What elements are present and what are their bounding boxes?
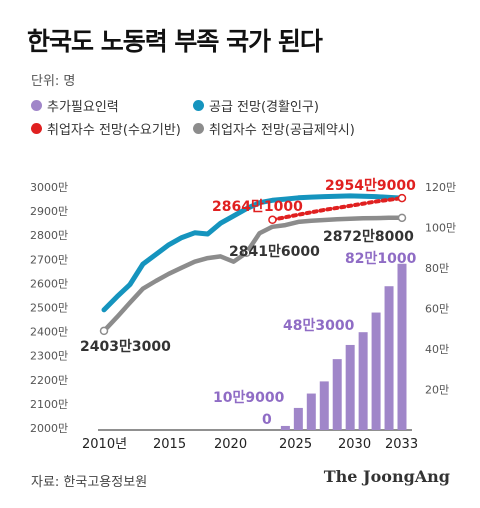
legend-label: 추가필요인력 — [47, 100, 119, 115]
bar — [332, 359, 342, 430]
y-left-tick-label: 2000만 — [30, 422, 68, 435]
legend-red-dot-icon — [31, 123, 42, 134]
data-label: 2954만9000 — [325, 178, 416, 194]
y-left-tick-label: 2600만 — [30, 277, 68, 290]
y-right-tick-label: 80만 — [425, 262, 449, 275]
unit-label: 단위: 명 — [31, 74, 76, 89]
series-line — [270, 196, 404, 222]
x-tick-label: 2025 — [279, 437, 312, 452]
data-label: 82만1000 — [345, 251, 417, 267]
point-marker — [268, 215, 277, 225]
x-tick-label: 2010년 — [82, 437, 127, 452]
bar — [319, 381, 329, 430]
legend-item-demand-based-employment: 취업자수 전망(수요기반) — [31, 119, 181, 138]
bar — [384, 286, 394, 430]
point-marker — [242, 248, 251, 258]
data-label: 2872만8000 — [323, 229, 414, 245]
x-tick-label: 2030 — [338, 437, 371, 452]
legend-label: 취업자수 전망(공급제약시) — [209, 123, 355, 138]
y-left-tick-label: 2300만 — [30, 350, 68, 363]
y-left-tick-label: 2800만 — [30, 229, 68, 242]
point-marker — [99, 326, 109, 336]
point-marker — [397, 193, 407, 203]
bar — [280, 425, 290, 430]
legend-item-additional-workforce: 추가필요인력 — [31, 96, 119, 115]
y-right-tick-label: 40만 — [425, 343, 449, 356]
bar — [397, 263, 407, 430]
data-label: 2841만6000 — [229, 244, 320, 260]
legend-label: 공급 전망(경활인구) — [209, 100, 319, 115]
y-left-tick-label: 3000만 — [30, 181, 68, 194]
point-marker — [397, 213, 407, 223]
y-right-tick-label: 20만 — [425, 384, 449, 397]
legend-label: 취업자수 전망(수요기반) — [47, 123, 181, 138]
x-tick-label: 2020 — [214, 437, 247, 452]
bar — [306, 393, 316, 430]
y-left-tick-label: 2900만 — [30, 205, 68, 218]
data-label: 48만3000 — [283, 318, 355, 334]
data-label: 10만9000 — [213, 390, 285, 406]
y-right-tick-label: 120만 — [425, 181, 456, 194]
bar — [371, 312, 381, 430]
brand-logo: The JoongAng — [323, 467, 450, 486]
legend-item-supply-constrained-employment: 취업자수 전망(공급제약시) — [193, 119, 355, 138]
data-label: 2864만1000 — [212, 199, 303, 215]
y-left-tick-label: 2400만 — [30, 326, 68, 339]
y-left-tick-label: 2100만 — [30, 398, 68, 411]
x-tick-label: 2015 — [153, 437, 186, 452]
legend-item-supply-forecast: 공급 전망(경활인구) — [193, 96, 319, 115]
data-label: 0 — [262, 412, 272, 428]
legend-purple-dot-icon — [31, 100, 42, 111]
x-tick-label: 2033 — [385, 437, 418, 452]
data-label: 2403만3000 — [80, 339, 171, 355]
series-line — [101, 215, 405, 334]
source-note: 자료: 한국고용정보원 — [31, 475, 148, 490]
y-right-tick-label: 100만 — [425, 222, 456, 235]
bar — [345, 344, 355, 430]
bar — [293, 407, 303, 430]
y-right-tick-label: 60만 — [425, 303, 449, 316]
y-left-tick-label: 2200만 — [30, 374, 68, 387]
page-title: 한국도 노동력 부족 국가 된다 — [27, 27, 323, 56]
bar — [358, 332, 368, 430]
y-left-tick-label: 2700만 — [30, 253, 68, 266]
legend-gray-dot-icon — [193, 123, 204, 134]
series-line — [101, 193, 405, 313]
y-left-tick-label: 2500만 — [30, 302, 68, 315]
legend-blue-dot-icon — [193, 100, 204, 111]
